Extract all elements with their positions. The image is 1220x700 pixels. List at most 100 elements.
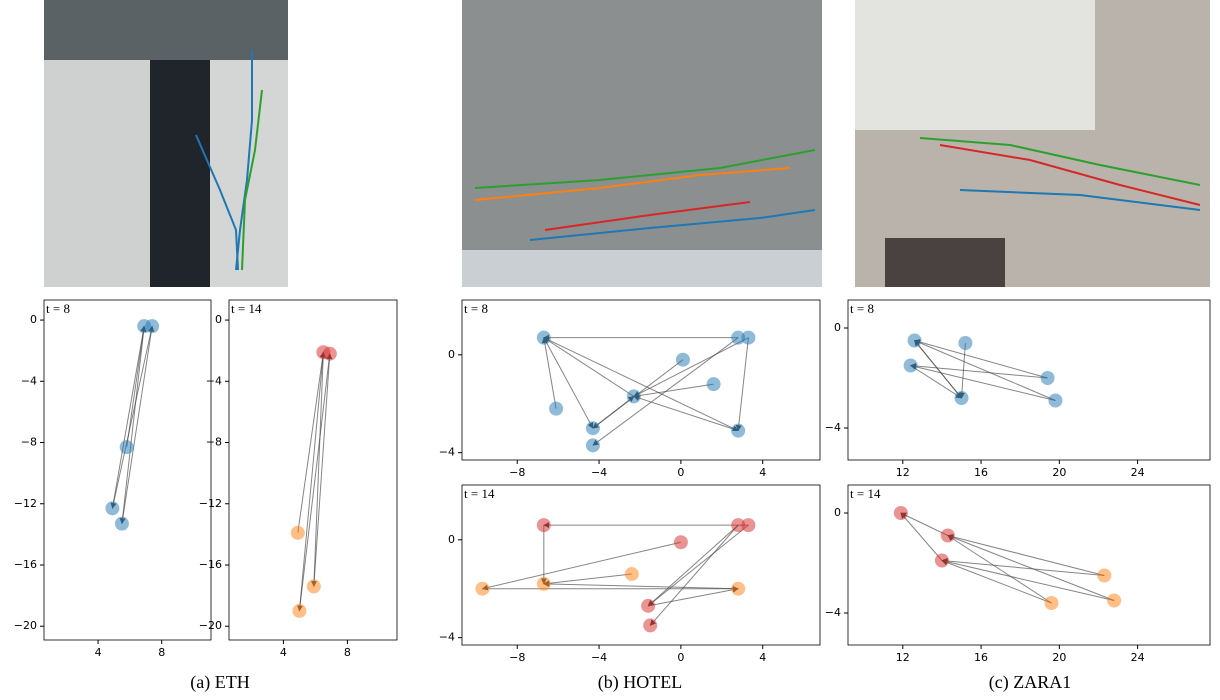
node bbox=[676, 353, 690, 367]
y-tick-label: −8 bbox=[21, 436, 37, 449]
annotation: t = 14 bbox=[850, 486, 881, 501]
node bbox=[954, 391, 968, 405]
node bbox=[549, 402, 563, 416]
x-tick-label: 24 bbox=[1131, 651, 1145, 664]
y-tick-label: −8 bbox=[206, 436, 222, 449]
x-tick-label: 4 bbox=[95, 646, 102, 659]
y-tick-label: −12 bbox=[199, 497, 222, 510]
node bbox=[625, 567, 639, 581]
x-tick-label: 20 bbox=[1052, 651, 1066, 664]
x-tick-label: 0 bbox=[677, 466, 684, 479]
caption: (b) HOTEL bbox=[598, 672, 682, 693]
edge bbox=[112, 326, 152, 508]
figure: (a) ETH (b) HOTEL (c) ZARA1 0−4−8−12−16−… bbox=[0, 0, 1220, 700]
node bbox=[291, 526, 305, 540]
edge bbox=[648, 589, 738, 606]
edge bbox=[942, 561, 1104, 576]
x-tick-label: 12 bbox=[896, 651, 910, 664]
node bbox=[475, 582, 489, 596]
node bbox=[586, 438, 600, 452]
x-tick-label: −4 bbox=[591, 466, 607, 479]
edge bbox=[122, 326, 144, 523]
y-tick-label: −16 bbox=[14, 558, 37, 571]
x-tick-label: 8 bbox=[344, 646, 351, 659]
node bbox=[731, 582, 745, 596]
y-tick-label: −20 bbox=[14, 619, 37, 632]
axes-frame bbox=[462, 485, 820, 645]
node bbox=[145, 319, 159, 333]
x-tick-label: 12 bbox=[896, 466, 910, 479]
node bbox=[894, 506, 908, 520]
node bbox=[707, 377, 721, 391]
photo-eth bbox=[44, 0, 288, 287]
x-tick-label: −8 bbox=[509, 651, 525, 664]
y-tick-label: −4 bbox=[206, 374, 222, 387]
node bbox=[641, 599, 655, 613]
node bbox=[643, 618, 657, 632]
axes-frame bbox=[848, 300, 1210, 460]
node bbox=[958, 336, 972, 350]
edge bbox=[911, 366, 962, 399]
edge bbox=[901, 513, 948, 536]
edge bbox=[634, 396, 738, 430]
node bbox=[741, 331, 755, 345]
node bbox=[1048, 394, 1062, 408]
x-tick-label: 16 bbox=[974, 651, 988, 664]
node bbox=[904, 359, 918, 373]
edge bbox=[544, 584, 738, 589]
node bbox=[537, 331, 551, 345]
photo-hotel bbox=[462, 0, 822, 287]
edge bbox=[299, 352, 323, 611]
y-tick-label: −12 bbox=[14, 497, 37, 510]
x-tick-label: −4 bbox=[591, 651, 607, 664]
edge bbox=[915, 341, 1056, 401]
photo-zara1 bbox=[855, 0, 1210, 287]
x-tick-label: 24 bbox=[1131, 466, 1145, 479]
node bbox=[1097, 569, 1111, 583]
node bbox=[120, 440, 134, 454]
node bbox=[292, 604, 306, 618]
node bbox=[935, 554, 949, 568]
caption: (a) ETH bbox=[190, 672, 249, 693]
node bbox=[115, 517, 129, 531]
y-tick-label: −20 bbox=[199, 619, 222, 632]
x-tick-label: 16 bbox=[974, 466, 988, 479]
annotation: t = 8 bbox=[46, 301, 70, 316]
x-tick-label: 4 bbox=[280, 646, 287, 659]
y-tick-label: −4 bbox=[439, 446, 455, 459]
node bbox=[731, 424, 745, 438]
node bbox=[627, 389, 641, 403]
node bbox=[1107, 594, 1121, 608]
y-tick-label: −4 bbox=[825, 606, 841, 619]
annotation: t = 8 bbox=[850, 301, 874, 316]
edge bbox=[948, 536, 1105, 576]
node bbox=[1041, 371, 1055, 385]
page: {"captions": ["(a) ETH", "(b) HOTEL", "(… bbox=[0, 0, 1220, 700]
x-tick-label: −8 bbox=[509, 466, 525, 479]
edge bbox=[738, 338, 748, 431]
node bbox=[307, 579, 321, 593]
annotation: t = 14 bbox=[231, 301, 262, 316]
node bbox=[941, 529, 955, 543]
x-tick-label: 4 bbox=[759, 651, 766, 664]
y-tick-label: 0 bbox=[30, 313, 37, 326]
node bbox=[537, 577, 551, 591]
y-tick-label: 0 bbox=[834, 321, 841, 334]
annotation: t = 8 bbox=[464, 301, 488, 316]
y-tick-label: −4 bbox=[825, 421, 841, 434]
edge bbox=[544, 574, 632, 584]
node bbox=[323, 347, 337, 361]
y-tick-label: −16 bbox=[199, 558, 222, 571]
y-tick-label: 0 bbox=[834, 506, 841, 519]
edge bbox=[911, 366, 1056, 401]
edge bbox=[650, 525, 738, 625]
node bbox=[586, 421, 600, 435]
edge bbox=[544, 338, 634, 397]
node bbox=[105, 501, 119, 515]
y-tick-label: −4 bbox=[439, 631, 455, 644]
node bbox=[741, 518, 755, 532]
edge bbox=[648, 525, 738, 606]
axes-frame bbox=[462, 300, 820, 460]
y-tick-label: 0 bbox=[448, 533, 455, 546]
node bbox=[1045, 596, 1059, 610]
